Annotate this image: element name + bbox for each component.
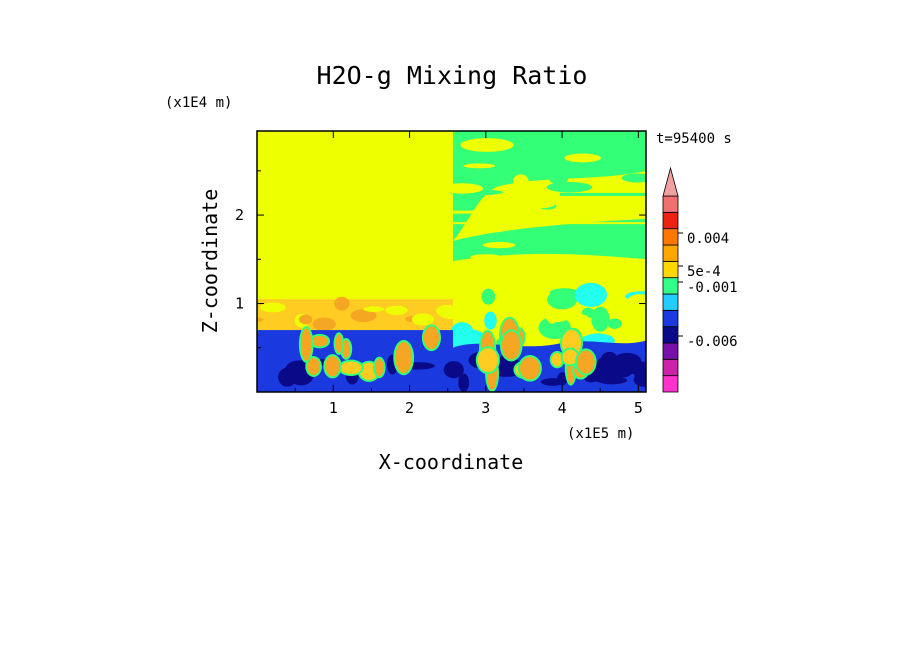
field-blob <box>257 317 264 322</box>
field-blob <box>481 288 496 305</box>
field-blob <box>547 289 577 310</box>
chart-title: H2O-g Mixing Ratio <box>317 61 588 90</box>
colorbar-segment <box>662 244 679 262</box>
colorbar-segment <box>662 260 679 279</box>
navy-blob <box>443 361 464 379</box>
field-blob <box>625 294 646 316</box>
field-blob <box>591 306 610 332</box>
plot-field <box>257 131 646 392</box>
y-axis: 12 <box>235 170 646 349</box>
field-blob <box>607 318 622 329</box>
field-blob <box>569 314 592 331</box>
colorbar-segment <box>662 358 679 377</box>
plume <box>307 358 320 375</box>
field-streak <box>463 163 496 169</box>
field-streak <box>453 210 646 214</box>
x-tick-label: 3 <box>481 399 490 417</box>
colorbar-extend-arrow <box>662 166 679 197</box>
plume <box>340 361 362 375</box>
x-axis: 1 2 3 4 5 <box>294 131 643 417</box>
field-blob <box>546 307 558 324</box>
field-blob <box>440 310 462 320</box>
navy-blob <box>595 355 627 375</box>
plume <box>325 356 340 377</box>
plume <box>551 352 563 367</box>
plume <box>501 331 521 360</box>
field-streak <box>562 145 597 152</box>
y-tick-label: 2 <box>235 206 244 224</box>
field-streak <box>513 174 529 188</box>
green-band <box>453 219 646 261</box>
field-streak <box>441 183 484 194</box>
colorbar: 0.004 5e-4-0.001 -0.006 <box>662 166 738 393</box>
field-blob <box>385 305 408 315</box>
field-streak <box>546 181 593 193</box>
field-streak <box>460 138 514 152</box>
field-blob <box>363 306 385 312</box>
colorbar-segment <box>662 342 679 360</box>
field-blob <box>350 309 377 323</box>
x-unit-label: (x1E5 m) <box>567 426 634 442</box>
plume <box>395 341 413 374</box>
field-blob <box>298 314 313 325</box>
y-tick-label: 1 <box>235 295 244 313</box>
plume <box>375 358 384 377</box>
field-streak <box>482 241 516 249</box>
field-blob <box>493 305 515 316</box>
colorbar-segment <box>662 228 679 246</box>
colorbar-tick-label: 5e-4 <box>687 264 721 280</box>
colorbar-segment <box>662 293 679 311</box>
field-streak <box>549 172 568 185</box>
time-label: t=95400 s <box>656 131 732 147</box>
field-blob <box>574 282 608 307</box>
colorbar-tick-label: 0.004 <box>687 231 729 247</box>
plume <box>335 334 343 353</box>
colorbar-segment <box>662 326 679 344</box>
x-tick-label: 5 <box>634 399 643 417</box>
plot-frame <box>256 130 647 393</box>
colorbar-tick-label: -0.001 <box>687 280 738 296</box>
plume <box>577 350 595 374</box>
field-streak <box>453 222 646 225</box>
plume <box>562 349 578 365</box>
plume <box>423 326 440 350</box>
field-blob <box>312 317 336 331</box>
x-tick-label: 2 <box>405 399 414 417</box>
colorbar-tick-label: -0.006 <box>687 334 738 350</box>
navy-blob <box>458 373 470 392</box>
colorbar-segment <box>662 309 679 328</box>
field-streak <box>513 201 555 209</box>
field-blob <box>411 313 434 326</box>
field-streak <box>621 173 646 183</box>
navy-blob <box>633 361 646 383</box>
plume <box>477 348 498 373</box>
field-streak <box>470 254 502 261</box>
plume <box>300 328 312 361</box>
x-tick-label: 1 <box>329 399 338 417</box>
plume <box>519 357 540 380</box>
y-unit-label: (x1E4 m) <box>165 95 232 111</box>
field-streak <box>560 192 646 196</box>
field-streak <box>564 153 602 163</box>
field-blob <box>260 302 286 313</box>
x-tick-label: 4 <box>558 399 567 417</box>
colorbar-segment <box>662 277 679 295</box>
colorbar-segment <box>662 375 679 393</box>
colorbar-segment <box>662 195 679 213</box>
plume <box>311 335 329 347</box>
navy-blob <box>557 372 568 386</box>
field-blob <box>484 311 497 330</box>
colorbar-segment <box>662 211 679 230</box>
y-axis-label: Z-coordinate <box>198 189 222 334</box>
field-blob <box>334 296 350 311</box>
x-axis-label: X-coordinate <box>379 450 524 474</box>
